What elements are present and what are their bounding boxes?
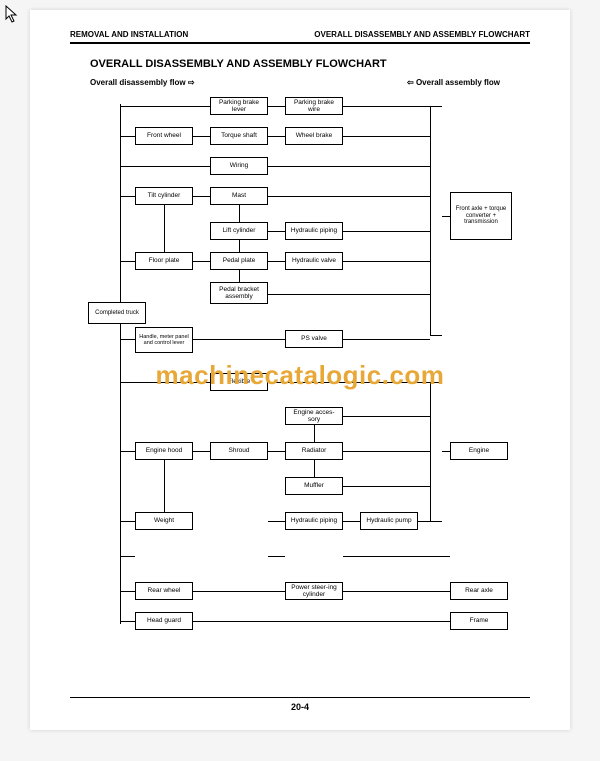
node-mast: Mast — [210, 187, 268, 205]
node-hyd-piping1: Hydraulic piping — [285, 222, 343, 240]
node-weight: Weight — [135, 512, 193, 530]
conn — [268, 556, 285, 557]
header-left: REMOVAL AND INSTALLATION — [70, 30, 188, 39]
conn — [193, 621, 450, 622]
conn — [343, 451, 430, 452]
conn — [268, 136, 285, 137]
node-radiator: Radiator — [285, 442, 343, 460]
conn — [442, 451, 450, 452]
conn — [120, 261, 135, 262]
subtitle-left: Overall disassembly flow ⇨ — [90, 78, 195, 87]
node-power-steer2: Power steer-ing cylinder — [285, 582, 343, 600]
conn — [120, 106, 210, 107]
conn — [343, 521, 360, 522]
node-rear-wheel2: Rear wheel — [135, 582, 193, 600]
node-wheel-brake: Wheel brake — [285, 127, 343, 145]
conn — [120, 591, 135, 592]
conn — [343, 486, 430, 487]
node-tilt-cyl: Tilt cylinder — [135, 187, 193, 205]
conn — [193, 196, 210, 197]
conn — [120, 382, 210, 383]
page-header: REMOVAL AND INSTALLATION OVERALL DISASSE… — [70, 30, 530, 39]
conn — [343, 416, 430, 417]
node-head-guard: Head guard — [135, 612, 193, 630]
conn — [268, 166, 430, 167]
node-hyd-pump: Hydraulic pump — [360, 512, 418, 530]
conn — [193, 261, 210, 262]
node-frame: Frame — [450, 612, 508, 630]
document-page: REMOVAL AND INSTALLATION OVERALL DISASSE… — [30, 10, 570, 730]
conn — [120, 556, 135, 557]
page-number: 20-4 — [30, 702, 570, 712]
flowchart: Completed truck Parking brake lever Park… — [80, 92, 530, 662]
node-shroud: Shroud — [210, 442, 268, 460]
bracket-right — [430, 106, 442, 336]
conn — [268, 231, 285, 232]
node-hyd-valve: Hydraulic valve — [285, 252, 343, 270]
node-torque-shaft: Torque shaft — [210, 127, 268, 145]
node-parking-wire: Parking brake wire — [285, 97, 343, 115]
conn — [442, 216, 450, 217]
node-front-wheel: Front wheel — [135, 127, 193, 145]
conn — [268, 294, 430, 295]
page-title: OVERALL DISASSEMBLY AND ASSEMBLY FLOWCHA… — [90, 58, 387, 70]
conn — [164, 460, 165, 512]
cursor-icon — [5, 5, 19, 23]
conn — [120, 196, 135, 197]
conn — [120, 451, 135, 452]
conn — [268, 261, 285, 262]
conn — [314, 460, 315, 477]
node-ps-valve: PS valve — [285, 330, 343, 348]
conn — [343, 556, 450, 557]
conn — [120, 166, 210, 167]
conn — [193, 451, 210, 452]
conn — [268, 451, 285, 452]
node-muffler: Muffler — [285, 477, 343, 495]
conn — [343, 261, 430, 262]
node-wiring: Wiring — [210, 157, 268, 175]
conn — [239, 205, 240, 291]
node-completed: Completed truck — [88, 302, 146, 324]
node-engine: Engine — [450, 442, 508, 460]
conn — [418, 521, 430, 522]
conn — [193, 339, 285, 340]
node-floor-plate: Floor plate — [135, 252, 193, 270]
conn — [343, 106, 430, 107]
spine — [120, 104, 121, 624]
conn — [193, 136, 210, 137]
conn — [268, 196, 430, 197]
conn — [120, 621, 135, 622]
node-lift-cyl: Lift cylinder — [210, 222, 268, 240]
conn — [120, 339, 135, 340]
conn — [268, 521, 285, 522]
node-front-axle: Front axle + torque converter + transmis… — [450, 192, 512, 240]
conn — [164, 205, 165, 252]
node-handle: Handle, meter panel and control lever — [135, 327, 193, 353]
node-flexible: Flexible — [210, 373, 268, 391]
header-right: OVERALL DISASSEMBLY AND ASSEMBLY FLOWCHA… — [314, 30, 530, 39]
subtitle-right: ⇦ Overall assembly flow — [407, 78, 500, 87]
node-rear-axle: Rear axle — [450, 582, 508, 600]
conn — [268, 382, 430, 383]
node-parking-lever: Parking brake lever — [210, 97, 268, 115]
node-eng-acc: Engine acces-sory — [285, 407, 343, 425]
footer-rule — [70, 697, 530, 698]
node-pedal-plate: Pedal plate — [210, 252, 268, 270]
conn — [343, 136, 430, 137]
header-rule — [70, 42, 530, 44]
conn — [120, 136, 135, 137]
node-pedal-bracket: Pedal bracket assembly — [210, 282, 268, 304]
conn — [343, 231, 430, 232]
node-eng-hood: Engine hood — [135, 442, 193, 460]
node-hyd-piping2: Hydraulic piping — [285, 512, 343, 530]
conn — [120, 521, 135, 522]
conn — [268, 106, 285, 107]
bracket-engine — [430, 382, 442, 522]
conn — [343, 339, 430, 340]
